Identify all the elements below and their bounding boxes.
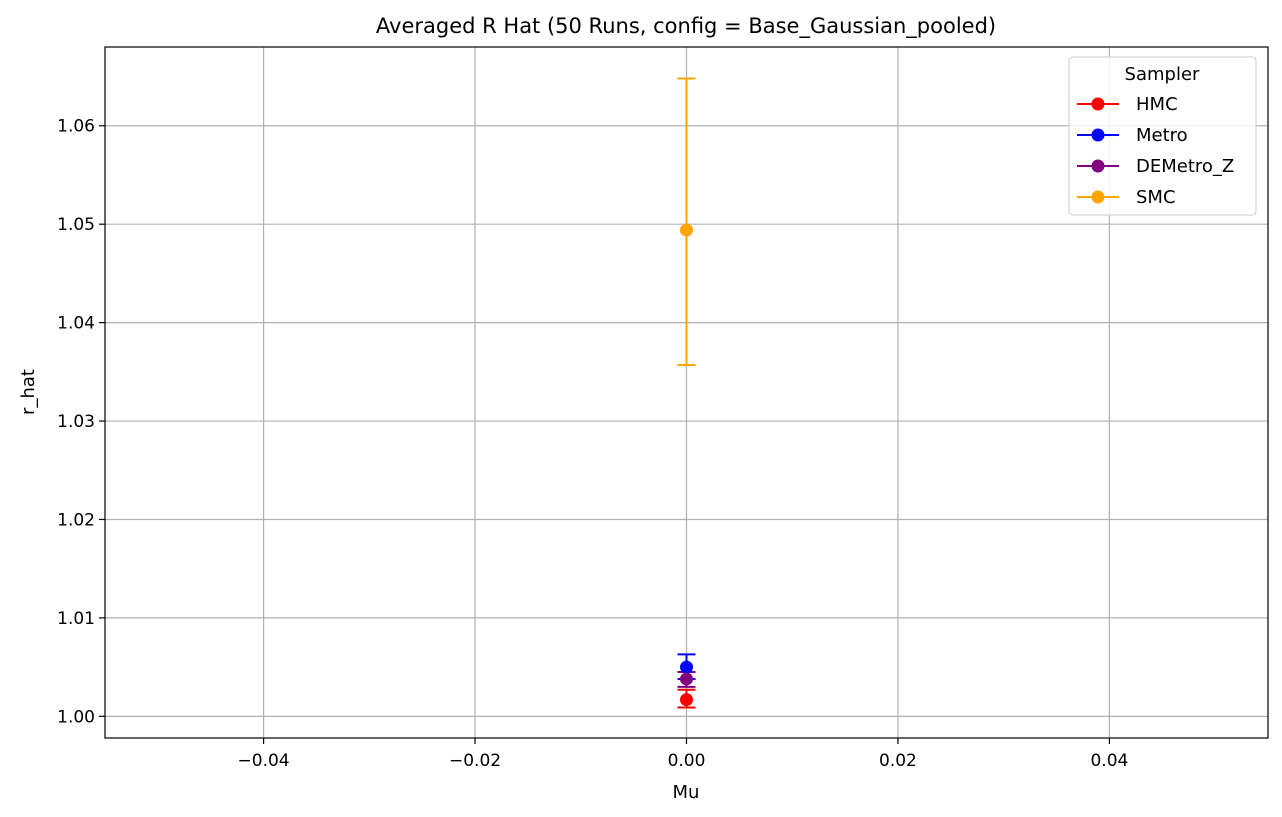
- data-point-demetro_z: [680, 672, 693, 686]
- legend-marker-metro: [1091, 128, 1105, 142]
- legend-items: HMC Metro DEMetro_Z SMC: [1077, 94, 1234, 208]
- data-point-hmc: [680, 693, 693, 707]
- x-tick-label: 0.02: [879, 751, 917, 771]
- y-axis-ticks: 1.00 1.01 1.02 1.03 1.04 1.05 1.06: [57, 117, 105, 727]
- legend-title: Sampler: [1125, 64, 1200, 85]
- x-tick-label: 0.04: [1090, 751, 1128, 771]
- y-tick-label: 1.01: [57, 609, 95, 629]
- y-tick-label: 1.04: [57, 314, 95, 334]
- legend: Sampler HMC Metro DEMetro_Z SMC: [1068, 56, 1257, 216]
- y-tick-label: 1.05: [57, 215, 95, 235]
- y-tick-label: 1.03: [57, 412, 95, 432]
- legend-label-hmc: HMC: [1136, 94, 1178, 115]
- x-axis-label: Mu: [673, 782, 700, 803]
- legend-label-metro: Metro: [1136, 125, 1188, 146]
- x-tick-label: 0.00: [668, 751, 706, 771]
- legend-marker-smc: [1091, 190, 1105, 204]
- legend-marker-demetro_z: [1091, 159, 1105, 173]
- chart-title: Averaged R Hat (50 Runs, config = Base_G…: [376, 14, 996, 39]
- x-axis-ticks: −0.04 −0.02 0.00 0.02 0.04: [238, 738, 1128, 771]
- data-point-metro: [680, 660, 693, 674]
- y-axis-label: r_hat: [18, 369, 39, 415]
- data-points: [680, 223, 693, 707]
- y-tick-label: 1.06: [57, 117, 95, 137]
- x-tick-label: −0.04: [238, 751, 290, 771]
- legend-box: [1068, 56, 1257, 216]
- legend-label-smc: SMC: [1136, 187, 1176, 208]
- y-tick-label: 1.02: [57, 510, 95, 530]
- legend-label-demetro_z: DEMetro_Z: [1136, 156, 1234, 177]
- data-point-smc: [680, 223, 693, 237]
- legend-marker-hmc: [1091, 97, 1105, 111]
- y-tick-label: 1.00: [57, 707, 95, 727]
- x-tick-label: −0.02: [449, 751, 501, 771]
